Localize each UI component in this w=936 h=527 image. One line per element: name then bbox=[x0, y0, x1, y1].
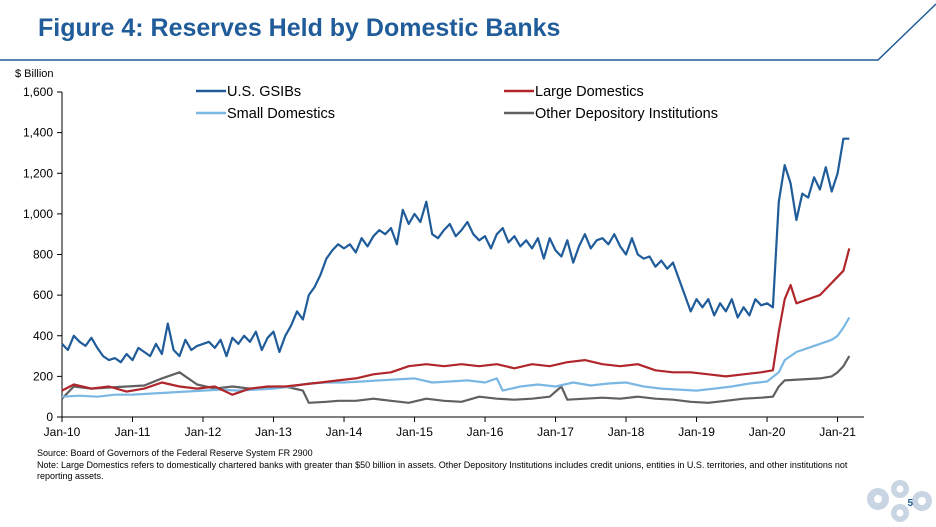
x-tick-label: Jan-15 bbox=[396, 425, 433, 439]
x-tick-label: Jan-13 bbox=[255, 425, 292, 439]
series-layer bbox=[61, 137, 851, 404]
page-title: Figure 4: Reserves Held by Domestic Bank… bbox=[38, 14, 561, 42]
x-tick-label: Jan-18 bbox=[608, 425, 645, 439]
x-tick-label: Jan-10 bbox=[44, 425, 81, 439]
y-tick-label: 1,400 bbox=[23, 126, 53, 140]
legend-label-large-domestics: Large Domestics bbox=[535, 84, 644, 100]
series-line-other-depository-institutions bbox=[61, 355, 851, 404]
series-line-large-domestics bbox=[61, 248, 851, 396]
x-tick-label: Jan-11 bbox=[115, 425, 151, 439]
footnote-text: Note: Large Domestics refers to domestic… bbox=[37, 459, 848, 482]
series-line-small-domestics bbox=[61, 316, 851, 398]
y-tick-label: 600 bbox=[33, 288, 53, 302]
series-line-u-s-gsibs bbox=[61, 137, 850, 364]
x-axis: Jan-10 Jan-11 Jan-12 Jan-13 Jan-14 Jan-15 Jan-… bbox=[44, 416, 864, 439]
x-tick-label: Jan-14 bbox=[326, 425, 363, 439]
source-note: Source: Board of Governors of the Federa… bbox=[37, 448, 313, 458]
y-tick-label: 1,000 bbox=[23, 207, 53, 221]
y-tick-label: 1,600 bbox=[23, 85, 53, 99]
y-tick-label: 1,200 bbox=[23, 166, 53, 180]
y-tick-label: 800 bbox=[33, 248, 53, 262]
reserves-line-chart: $ Billion 0 200 400 600 800 1,000 1,200 1,400 1,… bbox=[15, 68, 864, 439]
y-axis: 0 200 400 600 800 1,000 1,200 1,400 1,600 bbox=[23, 85, 63, 424]
y-tick-label: 400 bbox=[33, 329, 53, 343]
legend-label-other-depository-institutions: Other Depository Institutions bbox=[535, 106, 718, 122]
legend-label-u-s-gsibs: U.S. GSIBs bbox=[227, 84, 301, 100]
y-tick-label: 200 bbox=[33, 369, 53, 383]
x-tick-label: Jan-16 bbox=[467, 425, 504, 439]
x-tick-label: Jan-20 bbox=[749, 425, 786, 439]
x-tick-label: Jan-19 bbox=[678, 425, 715, 439]
legend-label-small-domestics: Small Domestics bbox=[227, 106, 335, 122]
chart-legend: U.S. GSIBs Large Domestics Small Domestics… bbox=[196, 84, 718, 122]
gear-cluster-icon bbox=[867, 480, 932, 522]
x-tick-label: Jan-12 bbox=[185, 425, 222, 439]
y-tick-label: 0 bbox=[46, 410, 53, 424]
x-tick-label: Jan-17 bbox=[537, 425, 574, 439]
x-tick-label: Jan-21 bbox=[819, 425, 856, 439]
header-rule bbox=[0, 3, 936, 61]
y-axis-unit-label: $ Billion bbox=[15, 68, 54, 80]
page-number: 5 bbox=[907, 498, 913, 509]
